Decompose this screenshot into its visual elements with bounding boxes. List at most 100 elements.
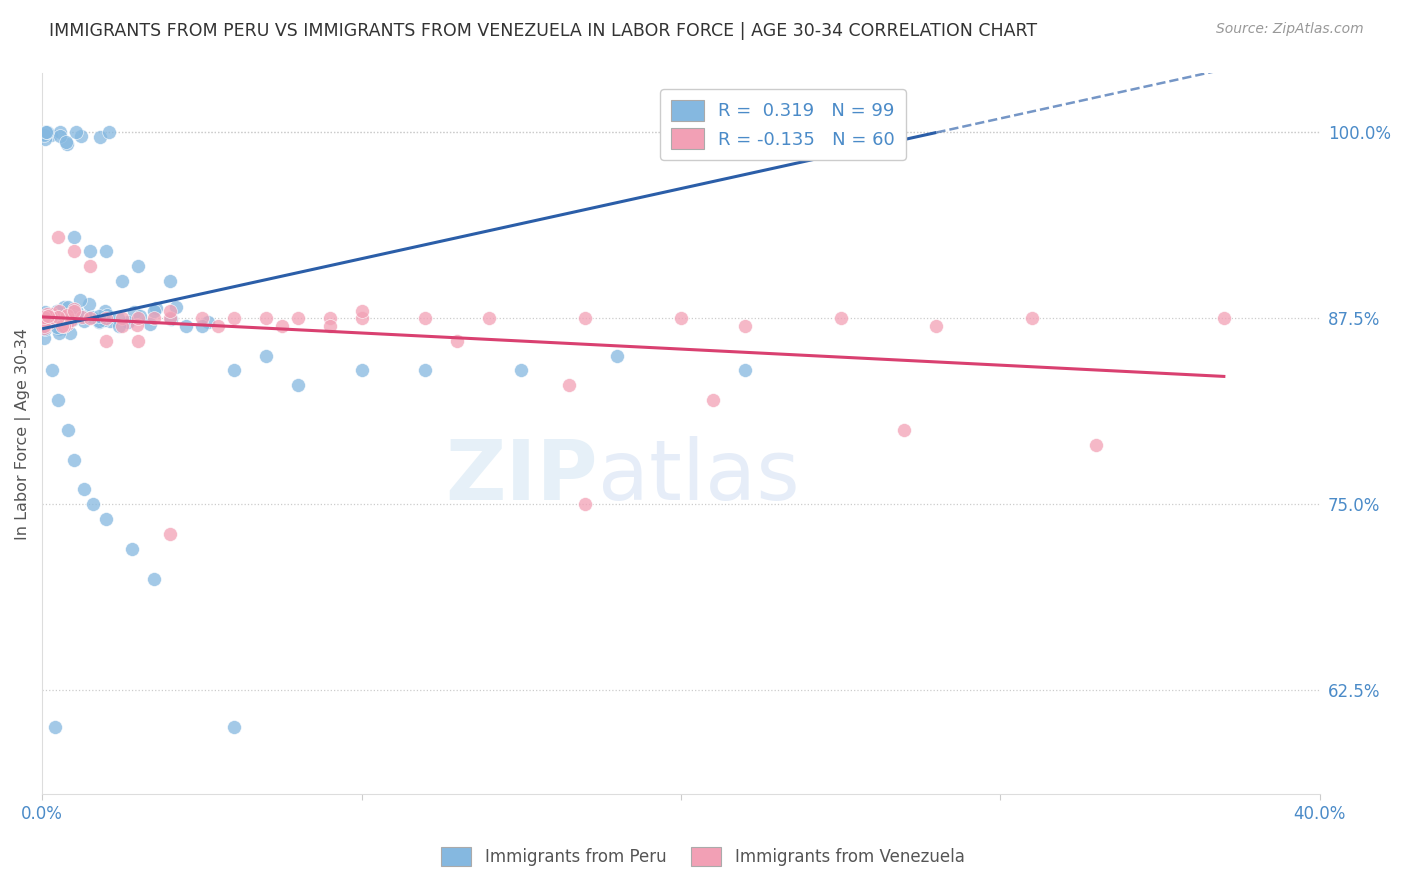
- Point: [34, 126, 56, 140]
- Point: [46, 393, 69, 408]
- Point: [63, 229, 86, 244]
- Point: [56, 423, 79, 437]
- Point: [34, 315, 56, 329]
- Point: [94, 311, 117, 326]
- Point: [69, 293, 91, 307]
- Point: [39, 128, 62, 142]
- Point: [55, 135, 77, 149]
- Point: [222, 311, 245, 326]
- Point: [197, 314, 219, 328]
- Point: [34, 305, 56, 319]
- Point: [46, 320, 69, 334]
- Point: [63, 244, 86, 259]
- Point: [63, 302, 86, 317]
- Point: [37, 309, 59, 323]
- Point: [45, 309, 67, 323]
- Point: [142, 572, 165, 586]
- Point: [94, 304, 117, 318]
- Point: [174, 318, 197, 333]
- Point: [34, 322, 56, 336]
- Text: IMMIGRANTS FROM PERU VS IMMIGRANTS FROM VENEZUELA IN LABOR FORCE | AGE 30-34 COR: IMMIGRANTS FROM PERU VS IMMIGRANTS FROM …: [49, 22, 1038, 40]
- Point: [45, 311, 67, 326]
- Point: [574, 311, 596, 326]
- Point: [63, 452, 86, 467]
- Point: [702, 393, 724, 408]
- Point: [48, 128, 70, 143]
- Point: [111, 311, 134, 326]
- Point: [830, 311, 852, 326]
- Point: [1085, 438, 1108, 452]
- Point: [82, 310, 104, 324]
- Point: [159, 527, 181, 541]
- Point: [510, 363, 533, 377]
- Point: [34, 312, 56, 326]
- Point: [65, 126, 87, 140]
- Point: [318, 318, 340, 333]
- Point: [415, 311, 437, 326]
- Point: [34, 309, 56, 323]
- Point: [53, 318, 76, 333]
- Point: [51, 319, 73, 334]
- Point: [32, 331, 55, 345]
- Point: [287, 311, 309, 326]
- Point: [58, 300, 80, 314]
- Point: [96, 309, 118, 323]
- Point: [79, 244, 101, 259]
- Point: [32, 310, 55, 324]
- Point: [142, 304, 165, 318]
- Point: [191, 318, 214, 333]
- Point: [32, 128, 55, 143]
- Point: [37, 310, 59, 324]
- Point: [32, 312, 55, 326]
- Point: [63, 304, 86, 318]
- Point: [41, 363, 63, 377]
- Point: [1212, 311, 1234, 326]
- Point: [574, 497, 596, 511]
- Point: [60, 313, 83, 327]
- Point: [37, 311, 59, 326]
- Point: [49, 317, 72, 331]
- Point: [66, 304, 89, 318]
- Point: [1021, 311, 1043, 326]
- Point: [478, 311, 501, 326]
- Point: [34, 132, 56, 146]
- Point: [48, 126, 70, 140]
- Point: [48, 303, 70, 318]
- Point: [254, 349, 277, 363]
- Point: [222, 363, 245, 377]
- Point: [446, 334, 468, 348]
- Point: [128, 309, 150, 323]
- Point: [41, 307, 63, 321]
- Point: [39, 318, 62, 332]
- Point: [56, 308, 79, 322]
- Text: atlas: atlas: [598, 436, 800, 517]
- Legend: Immigrants from Peru, Immigrants from Venezuela: Immigrants from Peru, Immigrants from Ve…: [433, 838, 973, 875]
- Point: [37, 316, 59, 330]
- Point: [44, 721, 66, 735]
- Point: [122, 305, 145, 319]
- Point: [734, 363, 756, 377]
- Point: [191, 311, 214, 326]
- Point: [415, 363, 437, 377]
- Point: [93, 313, 115, 327]
- Point: [46, 310, 69, 324]
- Point: [98, 126, 121, 140]
- Point: [60, 310, 83, 324]
- Point: [69, 128, 91, 143]
- Point: [160, 312, 183, 326]
- Point: [98, 314, 121, 328]
- Point: [254, 311, 277, 326]
- Point: [222, 721, 245, 735]
- Point: [94, 334, 117, 348]
- Point: [35, 311, 58, 326]
- Point: [89, 129, 111, 144]
- Point: [127, 260, 149, 274]
- Point: [38, 315, 60, 329]
- Point: [32, 310, 55, 325]
- Point: [39, 308, 62, 322]
- Point: [72, 483, 94, 497]
- Point: [145, 301, 167, 316]
- Point: [111, 274, 134, 288]
- Point: [669, 311, 692, 326]
- Point: [111, 318, 134, 333]
